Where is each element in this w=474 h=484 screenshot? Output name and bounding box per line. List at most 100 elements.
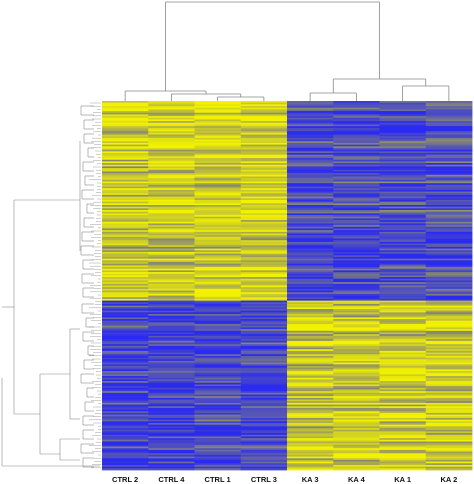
- heatmap-cell: [194, 362, 242, 365]
- heatmap-cell: [333, 159, 380, 162]
- heatmap-cell: [194, 288, 242, 291]
- heatmap-cell: [194, 382, 242, 385]
- heatmap-cell: [287, 164, 334, 167]
- heatmap-cell: [194, 308, 242, 312]
- heatmap-cell: [333, 461, 380, 464]
- heatmap-cell: [194, 433, 242, 436]
- heatmap-cell: [379, 179, 427, 182]
- heatmap-cell: [148, 223, 195, 226]
- heatmap-cell: [194, 231, 242, 234]
- heatmap-cell: [148, 391, 195, 394]
- heatmap-cell: [333, 394, 380, 397]
- heatmap-cell: [194, 126, 242, 129]
- heatmap-cell: [102, 372, 149, 375]
- heatmap-cell: [148, 292, 195, 295]
- heatmap-cell: [425, 399, 473, 402]
- heatmap-cell: [379, 181, 427, 184]
- heatmap-cell: [148, 300, 195, 303]
- heatmap-cell: [287, 131, 334, 134]
- heatmap-cell: [379, 158, 427, 161]
- heatmap-cell: [194, 404, 242, 407]
- heatmap-cell: [194, 381, 242, 384]
- heatmap-cell: [148, 106, 195, 109]
- heatmap-cell: [102, 258, 149, 261]
- heatmap-cell: [379, 412, 427, 416]
- heatmap-cell: [333, 176, 380, 179]
- heatmap-cell: [194, 221, 242, 224]
- heatmap-cell: [148, 392, 195, 395]
- heatmap-cell: [240, 454, 288, 457]
- heatmap-cell: [240, 144, 288, 147]
- heatmap-cell: [333, 265, 380, 268]
- heatmap-cell: [148, 188, 195, 191]
- heatmap-cell: [102, 312, 149, 315]
- heatmap-cell: [333, 307, 380, 310]
- heatmap-cell: [240, 404, 288, 407]
- heatmap-cell: [194, 243, 242, 246]
- heatmap-cell: [333, 426, 380, 429]
- heatmap-cell: [379, 176, 427, 179]
- heatmap-cell: [102, 369, 149, 372]
- heatmap-cell: [102, 211, 149, 214]
- heatmap-cell: [287, 184, 334, 187]
- heatmap-cell: [425, 211, 473, 214]
- heatmap-cell: [240, 184, 288, 187]
- heatmap-cell: [240, 449, 288, 452]
- heatmap-cell: [240, 267, 288, 270]
- heatmap-cell: [194, 297, 242, 300]
- heatmap-cell: [194, 220, 242, 223]
- heatmap-cell: [287, 324, 334, 327]
- heatmap-cell: [425, 319, 473, 322]
- heatmap-cell: [194, 278, 242, 281]
- heatmap-cell: [379, 381, 427, 384]
- heatmap-cell: [287, 132, 334, 135]
- heatmap-cell: [333, 199, 380, 203]
- heatmap-cell: [287, 330, 334, 333]
- heatmap-cell: [194, 158, 242, 161]
- heatmap-cell: [240, 251, 288, 255]
- heatmap-cell: [102, 347, 149, 350]
- heatmap-cell: [379, 364, 427, 367]
- heatmap-cell: [333, 104, 380, 107]
- heatmap-cell: [333, 101, 380, 104]
- heatmap-cell: [333, 236, 380, 239]
- heatmap-cell: [194, 298, 242, 301]
- heatmap-cell: [287, 424, 334, 427]
- heatmap-cell: [333, 451, 380, 454]
- heatmap-cell: [379, 164, 427, 167]
- heatmap-cell: [287, 322, 334, 325]
- heatmap-cell: [194, 431, 242, 434]
- heatmap-cell: [379, 347, 427, 350]
- heatmap-cell: [240, 163, 288, 166]
- heatmap-cell: [148, 268, 195, 271]
- heatmap-cell: [240, 240, 288, 243]
- heatmap-cell: [379, 396, 427, 399]
- heatmap-cell: [333, 107, 380, 110]
- heatmap-cell: [102, 226, 149, 229]
- heatmap-cell: [148, 173, 195, 176]
- heatmap-cell: [194, 111, 242, 114]
- heatmap-cell: [240, 147, 288, 151]
- heatmap-cell: [333, 290, 380, 293]
- heatmap-cell: [194, 453, 242, 456]
- heatmap-cell: [287, 404, 334, 407]
- heatmap-cell: [287, 401, 334, 404]
- heatmap-cell: [102, 280, 149, 283]
- heatmap-cell: [379, 184, 427, 187]
- heatmap-cell: [194, 419, 242, 422]
- heatmap-cell: [194, 258, 242, 261]
- heatmap-cell: [148, 153, 195, 156]
- heatmap-cell: [194, 392, 242, 395]
- heatmap-cell: [194, 211, 242, 214]
- heatmap-cell: [379, 466, 427, 469]
- heatmap-cell: [425, 339, 473, 342]
- heatmap-cell: [425, 112, 473, 115]
- heatmap-cell: [148, 226, 195, 229]
- heatmap-cell: [240, 350, 288, 353]
- heatmap-cell: [194, 285, 242, 288]
- heatmap-cell: [425, 404, 473, 407]
- heatmap-cell: [425, 303, 473, 307]
- heatmap-cell: [194, 270, 242, 273]
- heatmap-cell: [333, 446, 380, 449]
- heatmap-cell: [333, 287, 380, 290]
